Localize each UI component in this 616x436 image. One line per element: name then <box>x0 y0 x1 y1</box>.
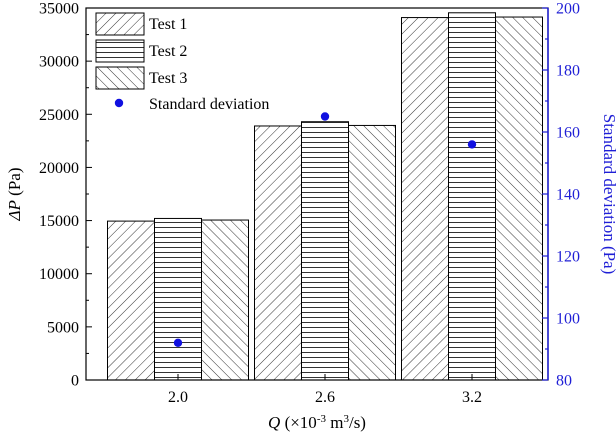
right-y-tick-label: 180 <box>556 63 580 80</box>
bar-test-1-3-2 <box>401 17 449 381</box>
x-tick-label: 3.2 <box>462 389 482 406</box>
bar-test-3-2-6 <box>348 124 396 381</box>
left-y-tick-label: 35000 <box>39 1 79 18</box>
left-y-tick-label: 15000 <box>39 213 79 230</box>
left-y-axis-title: ΔP (Pa) <box>5 168 24 222</box>
bar-test-1-2-0 <box>107 220 155 381</box>
bar-test-2-2-0 <box>154 217 202 381</box>
legend-label-test-1: Test 1 <box>149 16 187 33</box>
legend-label-standard-deviation: Standard deviation <box>149 96 269 113</box>
bar-test-2-3-2 <box>448 12 496 381</box>
left-y-tick-label: 10000 <box>39 266 79 283</box>
legend-swatch-test-3 <box>95 66 145 90</box>
right-y-tick-label: 100 <box>556 311 580 328</box>
std-dev-point-3-2 <box>467 140 477 149</box>
legend-swatch-test-2 <box>95 39 145 63</box>
x-axis-symbol: Q <box>268 413 280 432</box>
bar-test-3-3-2 <box>495 16 543 381</box>
bar-test-2-2-6 <box>301 121 349 381</box>
left-y-tick-label: 25000 <box>39 107 79 124</box>
x-axis-title: Q (×10-3 m3/s) <box>268 413 366 432</box>
right-y-axis-title: Standard deviation (Pa) <box>600 114 616 275</box>
x-tick-label: 2.6 <box>315 389 335 406</box>
x-axis-unit-mid: m <box>326 413 343 432</box>
x-axis-cube: 3 <box>343 413 349 425</box>
right-y-tick-label: 140 <box>556 187 580 204</box>
legend-marker-standard-deviation <box>114 98 124 108</box>
right-y-tick-label: 160 <box>556 125 580 142</box>
legend-label-test-2: Test 2 <box>149 43 187 60</box>
legend-swatch-test-1 <box>95 12 145 36</box>
left-y-tick-label: 20000 <box>39 160 79 177</box>
x-axis-exponent: -3 <box>317 413 327 425</box>
x-axis-unit-prefix: (×10 <box>280 413 317 432</box>
left-y-tick-label: 5000 <box>47 319 79 336</box>
right-y-tick-label: 80 <box>556 373 572 390</box>
x-tick-label: 2.0 <box>168 389 188 406</box>
bar-test-1-2-6 <box>254 125 302 381</box>
left-y-axis-symbol: ΔP <box>5 200 24 221</box>
ticks-layer: 0 5000 10000 15000 20000 25000 30000 35000 80 100… <box>39 1 580 407</box>
std-dev-point-2-6 <box>320 112 330 121</box>
left-y-tick-label: 30000 <box>39 54 79 71</box>
bars-layer <box>107 12 543 381</box>
x-axis-unit-suffix: /s) <box>349 413 366 432</box>
bar-test-3-2-0 <box>201 219 249 381</box>
std-dev-point-2-0 <box>173 338 183 347</box>
points-layer <box>173 112 477 347</box>
legend-label-test-3: Test 3 <box>149 70 187 87</box>
right-y-tick-label: 200 <box>556 1 580 18</box>
left-y-tick-label: 0 <box>71 373 79 390</box>
right-y-tick-label: 120 <box>556 249 580 266</box>
legend: Test 1 Test 2 Test 3 Standard deviation <box>95 12 269 113</box>
left-y-axis-unit: (Pa) <box>5 168 24 201</box>
